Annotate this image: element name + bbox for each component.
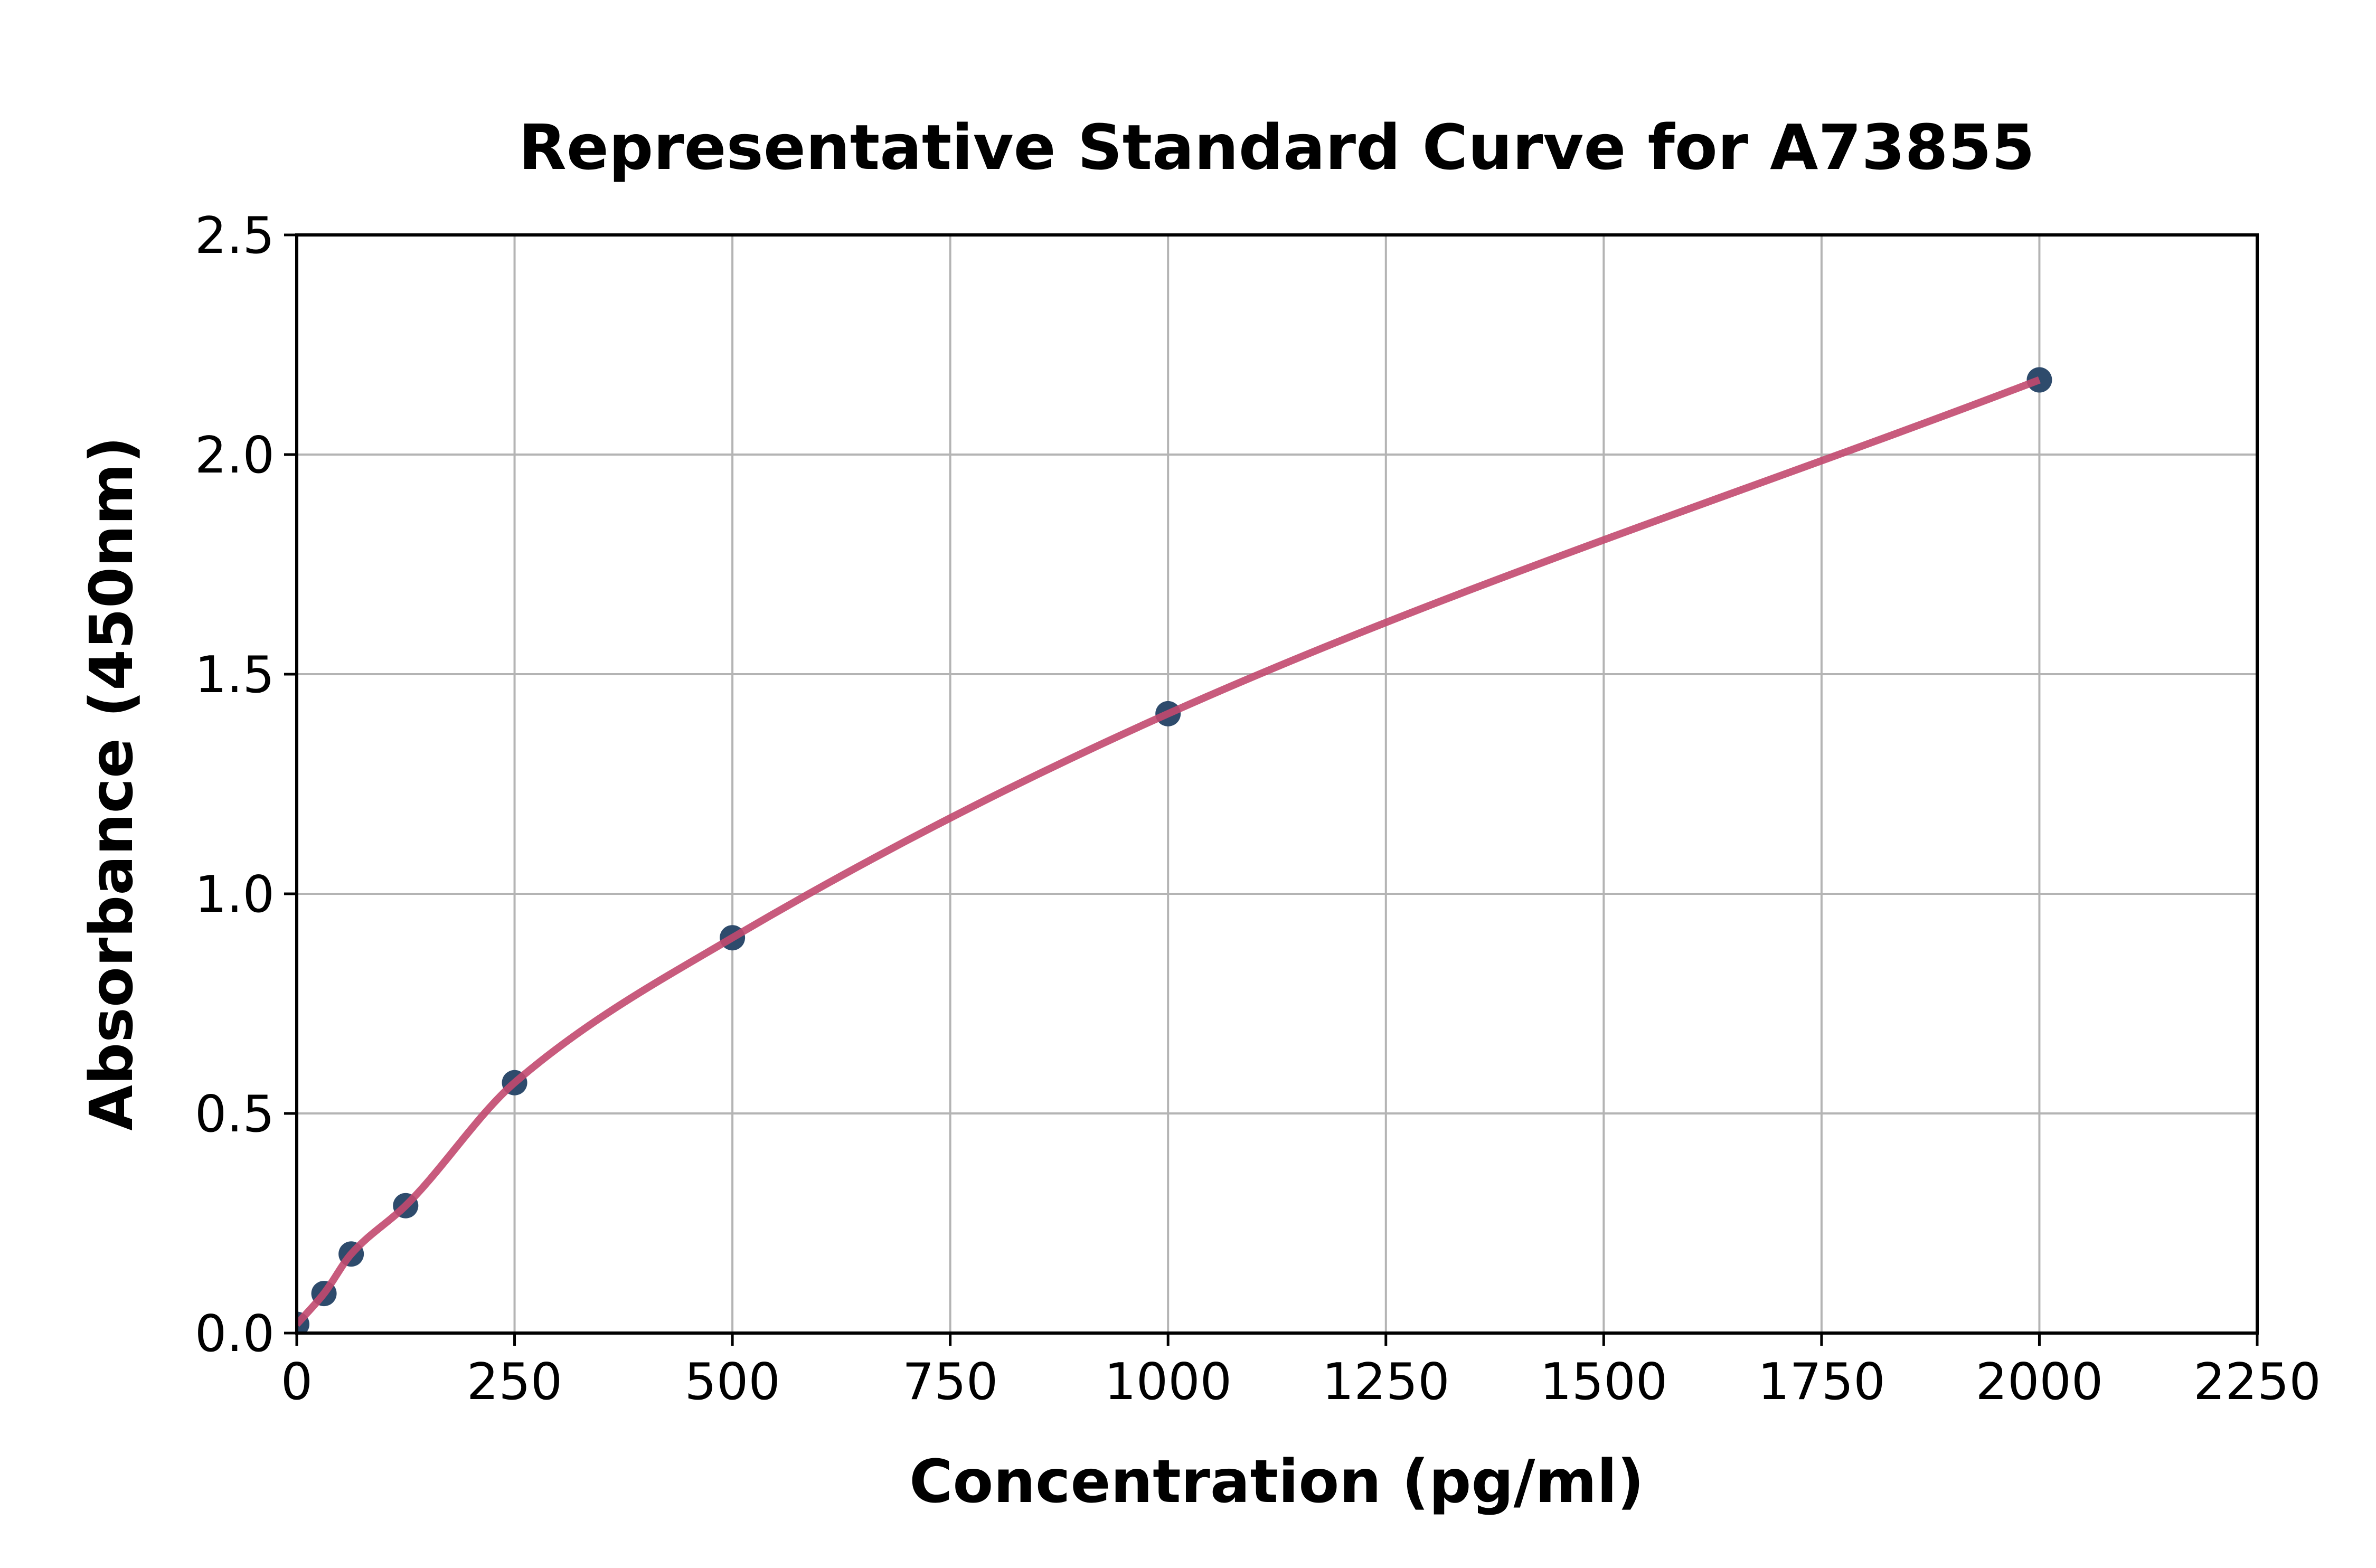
y-tick-label: 1.0 [195,866,275,924]
y-tick-label: 0.5 [195,1085,275,1144]
y-tick-label: 0.0 [195,1305,275,1363]
x-tick-label: 1750 [1758,1353,1885,1411]
x-tick-label: 1000 [1104,1353,1232,1411]
y-tick-label: 1.5 [195,646,275,704]
tick-labels: 0 250 500 750 1000 1250 1500 1750 2000 2250 0.0 0.5… [195,207,2321,1411]
x-tick-label: 1250 [1322,1353,1450,1411]
fit-curve-layer [297,376,2041,1327]
x-tick-label: 2000 [1976,1353,2104,1411]
fit-curve [297,376,2041,1327]
x-tick-label: 0 [281,1353,313,1411]
x-tick-label: 2250 [2193,1353,2321,1411]
y-axis-label: Absorbance (450nm) [78,436,146,1130]
x-tick-label: 500 [684,1353,780,1411]
chart-title: Representative Standard Curve for A73855 [518,111,2035,184]
plot-area-border [295,233,2259,1335]
y-tick-label: 2.5 [195,207,275,265]
y-tick-label: 2.0 [195,427,275,485]
x-axis-label: Concentration (pg/ml) [909,1448,1644,1516]
axis-ticks [284,233,2259,1346]
x-tick-label: 1500 [1540,1353,1667,1411]
x-tick-label: 250 [467,1353,562,1411]
gridlines [297,235,2257,1333]
x-tick-label: 750 [902,1353,998,1411]
